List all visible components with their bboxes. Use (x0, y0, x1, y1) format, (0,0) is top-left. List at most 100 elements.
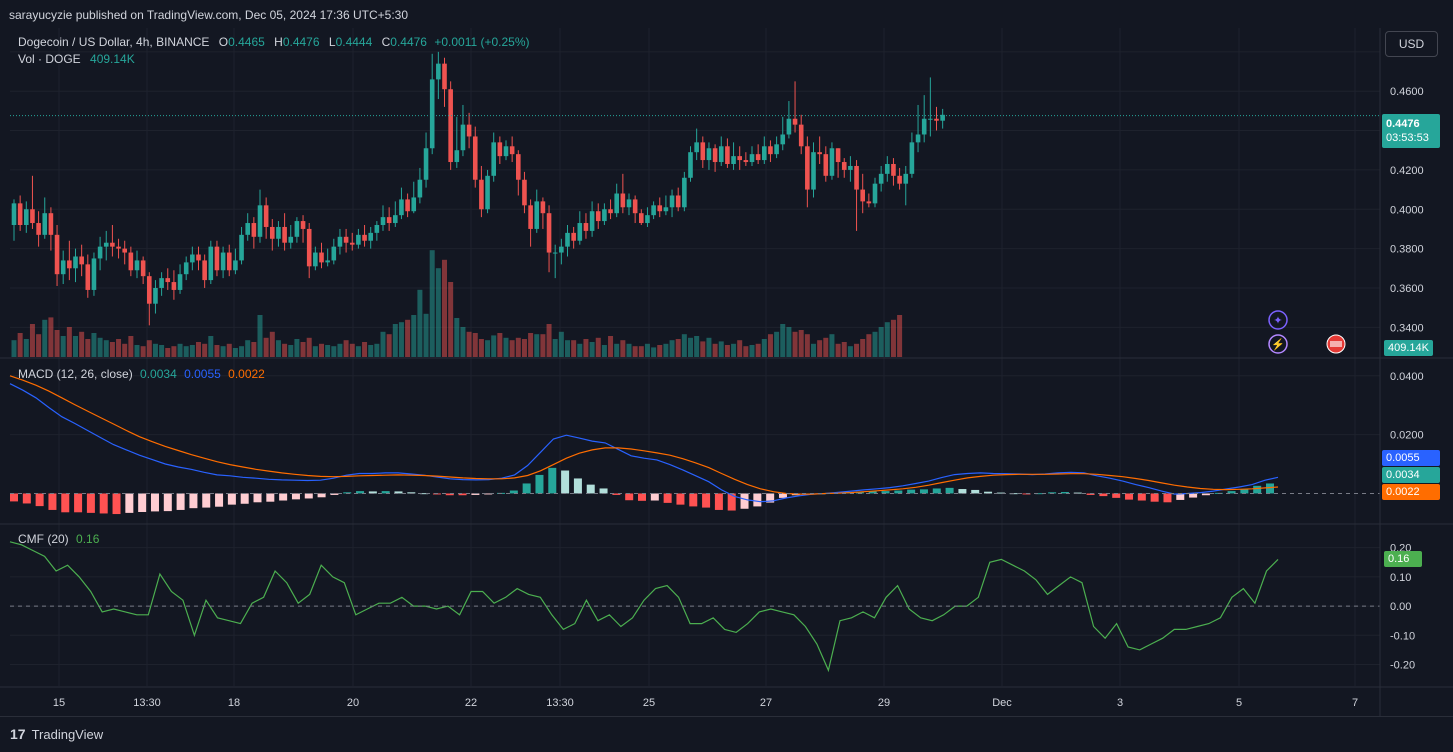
candle-body (393, 215, 398, 224)
candle-body (491, 142, 496, 176)
cmf-tick-label: -0.10 (1390, 630, 1415, 642)
candle-body (774, 144, 779, 155)
sparkle-icon-glyph: ✦ (1273, 315, 1282, 327)
candle-body (903, 173, 909, 184)
volume-bar (847, 346, 853, 357)
candle-body (595, 211, 601, 222)
volume-label[interactable]: Vol · DOGE (18, 52, 81, 66)
price-tick-label: 0.3800 (1390, 244, 1424, 256)
macd-hist-bar (586, 484, 595, 494)
macd-hist-bar (650, 493, 659, 501)
candle-body (792, 118, 798, 125)
volume-bar (614, 343, 620, 357)
candle-body (928, 118, 933, 120)
macd-hist-bar (548, 467, 557, 494)
macd-histogram (10, 467, 1274, 515)
macd-hist-bar (420, 493, 429, 495)
volume-bar (620, 340, 626, 357)
candle-body (147, 276, 152, 304)
macd-hist-bar (1253, 485, 1262, 494)
macd-hist-bar (10, 493, 18, 502)
cmf-title[interactable]: CMF (20) (18, 532, 69, 546)
macd-hist-bar (907, 489, 916, 494)
volume-bar (860, 339, 866, 357)
macd-hist-bar (714, 493, 723, 510)
macd-hist-bar (304, 493, 313, 499)
macd-hist-bar (689, 493, 698, 507)
volume-bar (73, 336, 78, 357)
candle-body (872, 183, 878, 204)
candle-body (768, 146, 773, 155)
macd-hist-bar (727, 493, 736, 511)
cmf-tick-label: -0.20 (1390, 659, 1415, 671)
candle-body (466, 124, 472, 137)
macd-hist-bar (599, 488, 608, 494)
us-flag-icon-stripes (1330, 341, 1342, 347)
candle-body (42, 213, 48, 235)
volume-bar (644, 343, 650, 357)
candle-body (891, 164, 896, 176)
macd-hist-bar (484, 493, 493, 495)
volume-bar (485, 340, 491, 357)
volume-bar (817, 340, 823, 357)
candle-body (614, 193, 619, 214)
volume-bar (460, 327, 466, 357)
candle-body (429, 79, 435, 149)
volume-bar (890, 319, 896, 357)
macd-hist-bar (535, 474, 544, 494)
volume-bar (159, 345, 165, 357)
lightning-icon (1268, 334, 1288, 354)
time-tick-label: 18 (228, 697, 240, 709)
candle-body (159, 278, 164, 288)
volume-bar (116, 339, 122, 357)
candle-body (651, 205, 656, 216)
volume-bar (626, 343, 632, 357)
macd-hist-bar (740, 493, 749, 509)
candle-body (497, 142, 503, 157)
tradingview-brand: TradingView (31, 726, 104, 742)
candle-body (91, 258, 97, 290)
macd-hist-bar (125, 493, 134, 513)
macd-hist-bar (1266, 483, 1274, 494)
volume-bar (509, 340, 515, 357)
macd-legend: MACD (12, 26, close) 0.0034 0.0055 0.002… (18, 367, 265, 381)
volume-bar (829, 334, 835, 357)
macd-title[interactable]: MACD (12, 26, close) (18, 367, 133, 381)
volume-bar (232, 348, 238, 357)
candle-body (755, 154, 761, 161)
candle-body (110, 242, 115, 247)
candle-body (454, 150, 460, 163)
candle-body (368, 232, 373, 241)
time-tick-label: Dec (992, 697, 1012, 709)
candle-body (675, 195, 681, 208)
candle-body (854, 165, 859, 190)
tradingview-logo[interactable]: 17 TradingView (10, 726, 103, 742)
macd-hist-bar (35, 493, 44, 507)
candle-body (239, 234, 244, 261)
macd-hist-bar (1150, 493, 1159, 502)
currency-button[interactable]: USD (1385, 31, 1438, 57)
candle-body (220, 252, 226, 271)
volume-bar (878, 327, 884, 357)
volume-bar (226, 343, 232, 357)
volume-bar (374, 343, 380, 357)
candle-body (214, 246, 220, 271)
candle-body (190, 254, 195, 263)
symbol-name[interactable]: Dogecoin / US Dollar, 4h, BINANCE (18, 35, 210, 49)
macd-signal-value: 0.0022 (228, 367, 265, 381)
macd-hist-bar (215, 493, 224, 507)
candle-body (257, 205, 263, 237)
candle-body (817, 152, 822, 155)
indicator-icons[interactable]: ✦ ⚡ (1268, 310, 1346, 354)
candle-body (103, 242, 109, 247)
candle-body (503, 146, 509, 157)
volume-bar (854, 343, 860, 357)
candle-body (571, 232, 576, 241)
candle-body (171, 282, 177, 290)
volume-bar (841, 342, 847, 357)
candle-body (921, 118, 927, 135)
candle-body (67, 260, 72, 269)
time-axis: 15 13:30 18 20 22 13:30 25 27 29 Dec 3 5 7 (53, 697, 1358, 709)
volume-bar (220, 346, 226, 357)
